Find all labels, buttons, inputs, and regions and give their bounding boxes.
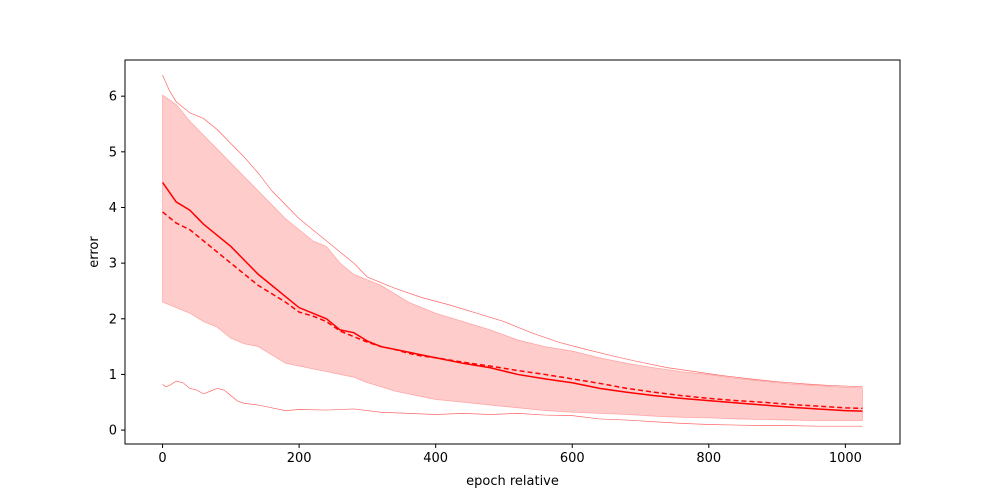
confidence-band xyxy=(162,94,863,422)
y-tick-label: 4 xyxy=(109,201,117,216)
envelope-line-upper xyxy=(162,74,863,388)
x-tick-label: 400 xyxy=(423,451,448,466)
x-tick-label: 0 xyxy=(158,451,166,466)
x-tick-label: 600 xyxy=(560,451,585,466)
y-axis-ticks: 0 1 2 3 4 5 6 xyxy=(109,90,125,439)
y-tick-label: 2 xyxy=(109,312,117,327)
axes-frame xyxy=(124,59,901,445)
plot-area xyxy=(161,74,863,427)
y-tick-label: 1 xyxy=(109,368,117,383)
series-line-solid xyxy=(161,181,863,412)
x-axis-label: epoch relative xyxy=(466,474,559,489)
y-tick-label: 0 xyxy=(109,424,117,439)
x-axis-ticks: 0 200 400 600 800 1000 xyxy=(158,444,862,466)
y-axis-label: error xyxy=(87,236,102,268)
y-tick-label: 3 xyxy=(109,257,117,272)
x-tick-label: 200 xyxy=(287,451,312,466)
x-tick-label: 1000 xyxy=(829,451,862,466)
x-tick-label: 800 xyxy=(696,451,721,466)
y-tick-label: 5 xyxy=(109,145,117,160)
envelope-line-lower xyxy=(162,380,863,427)
y-tick-label: 6 xyxy=(109,90,117,105)
